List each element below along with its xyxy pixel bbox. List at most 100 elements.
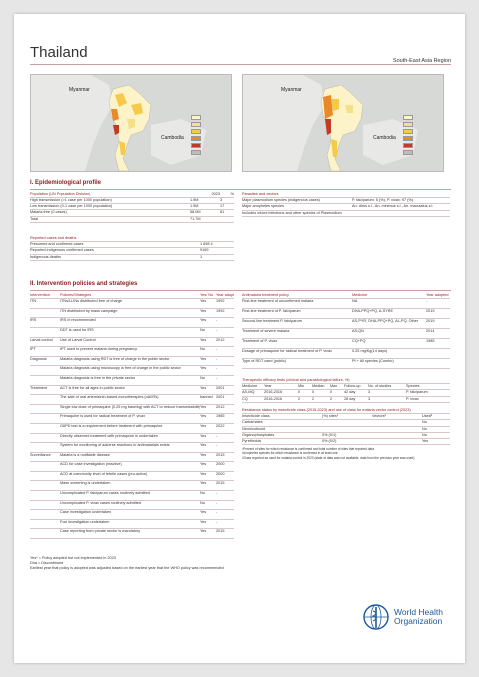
treatment-row-cell: First-line treatment of P. falciparum — [242, 309, 301, 314]
policy-row-cell: 2001 — [216, 395, 225, 400]
efficacy-row-cell: 0 — [330, 390, 333, 395]
policy-row-cell: Yes — [200, 510, 207, 515]
policy-row-cell — [30, 472, 60, 481]
pop-pct: % — [230, 192, 234, 196]
policy-row-cell: Yes — [200, 519, 207, 524]
treatment-header-row-cell: Antimalaria treatment policy — [242, 293, 289, 297]
treatment-row-cell: 0.25 mg/Kg(14 days) — [352, 349, 388, 354]
resistance-note: ²Anopheles species for which resistance … — [242, 451, 338, 456]
population-row-cell: Total — [30, 216, 39, 221]
reported-row-cell: 1 — [200, 254, 203, 259]
policy-row-cell: IPT used to prevent malaria during pregn… — [60, 347, 137, 352]
policy-row-cell: Yes — [200, 481, 207, 486]
policy-row-cell: Yes — [200, 529, 207, 534]
policy-row-cell: - — [216, 356, 218, 361]
policy-row-cell: ITN distributed by mass campaign — [60, 308, 118, 313]
policy-row-cell: - — [216, 347, 218, 352]
resistance-note: ¹Percent of sites for which resistance i… — [242, 447, 374, 452]
policy-row-cell — [30, 529, 60, 538]
resistance-header-row-cell: Insecticide class — [242, 414, 270, 419]
treatment-row-cell: First-line treatment of unconfirmed mala… — [242, 299, 314, 304]
country-title: Thailand — [30, 44, 88, 61]
parasite-row-cell: Major anopheles species — [242, 204, 285, 209]
policy-row: ITN ITNs/LLINs distributed free of charge… — [30, 299, 234, 309]
policy-row-cell: Malaria diagnosis is free in the private… — [60, 375, 136, 380]
policy-row: Uncomplicated P. falciparum cases routin… — [30, 491, 234, 501]
policy-row: Diagnosis Malaria diagnosis using RDT is … — [30, 357, 234, 367]
resistance-row-cell — [372, 420, 422, 425]
policy-row-cell: Yes — [200, 471, 207, 476]
efficacy-row: AS-MQ 2016-2016 0 0 0 42 day 3 P. falciparum — [242, 390, 450, 397]
policy-row-cell: 2015 — [216, 452, 225, 457]
resistance-row: Pyrethroids 0% (0/2) Yes — [242, 439, 450, 446]
treatment-row-cell — [426, 359, 450, 368]
policy-row: G6PD test is a requirement before treatm… — [30, 424, 234, 434]
policy-note: Earliest year that policy is adopted was… — [30, 566, 224, 571]
policy-row-cell: IPT — [30, 347, 36, 352]
population-row: Total 71.7M — [30, 217, 234, 223]
policy-row-cell: Uncomplicated P. vivax cases routinely a… — [60, 500, 141, 505]
policy-row-cell: ACD for case investigation (reactive) — [60, 462, 122, 467]
population-row-cell: 71.7M — [190, 216, 201, 221]
map2-label-myanmar: Myanmar — [281, 87, 302, 93]
reported-row-cell: Reported indigenous confirmed cases — [30, 248, 94, 253]
resistance-header-row-cell: Vectors² — [372, 414, 386, 419]
policy-row-cell — [30, 376, 60, 385]
population-row-cell: 81 — [220, 210, 225, 215]
epi-rule — [30, 189, 451, 190]
policy-row-cell: Case reporting from private sector is ma… — [60, 529, 141, 534]
efficacy-header-row-cell: Species — [406, 384, 420, 389]
efficacy-row-cell: 42 day — [344, 390, 356, 395]
reported-row: Presumed and confirmed cases 1 698 4 — [30, 242, 234, 249]
policy-row-cell: Yes — [200, 356, 207, 361]
policy-row-cell: 1985 — [216, 414, 225, 419]
policy-row-cell — [30, 443, 60, 452]
policy-row-cell: IRS — [30, 318, 37, 323]
policy-header-row: Intervention Policies/Strategies Yes/ No Ye… — [30, 293, 234, 300]
treatment-row-cell: CQ+PQ — [352, 339, 366, 344]
resistance-header-row: Insecticide class (%) sites¹ Vectors² Used³ — [242, 414, 450, 421]
resistance-row: Organophosphates 0% (0/1) No — [242, 432, 450, 440]
policy-row-cell — [30, 462, 60, 471]
efficacy-row-cell: P. falciparum — [406, 390, 428, 395]
resistance-row-cell: 0% (0/1) — [322, 432, 337, 437]
efficacy-row-cell: P. vivax — [406, 396, 419, 401]
policy-row: Primaquine is used for radical treatment… — [30, 414, 234, 424]
policy-row-cell: ACD at community level of febrile cases … — [60, 471, 148, 476]
efficacy-header-row-cell: No. of studies — [368, 384, 392, 389]
policy-row-cell: Use of Larval Control — [60, 337, 96, 342]
map-transmission: Myanmar Cambodia — [30, 74, 232, 172]
population-table: Population (UN Population Division) 2023… — [30, 192, 234, 223]
policy-row: Case investigation undertaken Yes - — [30, 510, 234, 520]
treatment-row: Type of RDT used (public) Pf + All specie… — [242, 359, 450, 370]
policy-row-cell — [30, 491, 60, 500]
policy-row: Treatment ACT is free for all ages in pub… — [30, 386, 234, 396]
policy-row: Single low dose of primaquine (0.25 mg b… — [30, 405, 234, 415]
policy-header-row-cell: Yes/ No — [200, 293, 214, 297]
policy-row-cell: Yes — [200, 414, 207, 419]
efficacy-row-cell: CQ — [242, 396, 248, 401]
policy-row: ITN distributed by mass campaign Yes 1992 — [30, 309, 234, 319]
policy-row-cell: - — [216, 433, 218, 438]
resistance-row-cell: No — [422, 420, 427, 425]
policy-section-title: II. Intervention policies and strategies — [30, 281, 138, 287]
policy-row-cell — [30, 510, 60, 519]
policy-row-cell: - — [216, 318, 218, 323]
policy-row-cell — [30, 405, 60, 414]
policy-header-row-cell: Year adopted — [216, 293, 234, 297]
map-incidence: Myanmar Cambodia — [242, 74, 444, 172]
treatment-row-cell: 2014 — [426, 329, 435, 334]
who-line-2: Organization — [394, 616, 443, 626]
policy-row-cell: No — [200, 500, 205, 505]
policy-row: ACD for case investigation (reactive) Yes… — [30, 462, 234, 472]
policy-row-cell: 2015 — [216, 481, 225, 486]
treatment-row-cell: AS-PYR, DHA-PPQ+PQ, AL-PQ, Other — [352, 319, 419, 324]
map1-legend — [191, 115, 223, 157]
reported-row-cell: Indigenous deaths — [30, 254, 62, 259]
policy-row: System for monitoring of adverse reactio… — [30, 443, 234, 453]
policy-table: Intervention Policies/Strategies Yes/ No Ye… — [30, 293, 234, 540]
policy-row-cell: Yes — [200, 443, 207, 448]
treatment-row-cell: AS;QN — [352, 329, 364, 334]
efficacy-row-cell: 28 day — [344, 396, 356, 401]
policy-row-cell: - — [216, 510, 218, 515]
